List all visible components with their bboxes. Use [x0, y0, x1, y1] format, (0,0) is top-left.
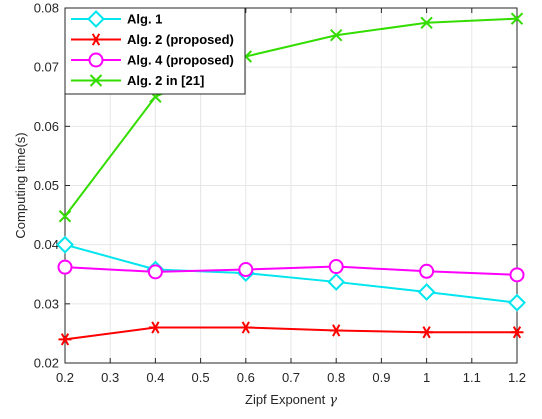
series-3: [57, 259, 525, 283]
marker-x: [420, 16, 433, 29]
marker-asterisk: [148, 321, 162, 334]
legend-entry: Alg. 4 (proposed): [71, 52, 234, 68]
x-tick-label: 1.2: [508, 370, 526, 385]
marker-asterisk: [58, 333, 72, 346]
marker-circle: [509, 267, 525, 283]
x-axis-title-symbol: γ: [329, 393, 337, 408]
legend: Alg. 1 Alg. 2 (proposed) Alg. 4 (proposed)…: [64, 7, 246, 95]
y-tick-label: 0.02: [34, 356, 59, 371]
marker-circle: [238, 262, 254, 278]
x-tick-label: 0.4: [146, 370, 164, 385]
y-tick-label: 0.03: [34, 296, 59, 311]
marker-x: [329, 29, 343, 42]
y-tick-label: 0.08: [34, 1, 59, 16]
marker-diamond: [417, 283, 436, 301]
series-line: [64, 243, 518, 304]
x-tick-label: 0.8: [327, 370, 345, 385]
series-line: [64, 326, 517, 341]
marker-diamond: [87, 10, 105, 28]
x-tick-label: 0.6: [237, 370, 255, 385]
series-line: [64, 265, 518, 276]
legend-label: Alg. 2 (proposed): [127, 32, 234, 47]
marker-diamond: [508, 293, 526, 312]
marker-circle: [57, 259, 73, 275]
marker-x: [510, 12, 524, 25]
x-tick-label: 1.1: [463, 370, 481, 385]
x-tick-label: 1: [423, 370, 430, 385]
marker-diamond: [56, 235, 74, 254]
marker-circle: [328, 259, 344, 275]
legend-entry: Alg. 2 in [21]: [71, 73, 204, 88]
x-tick-label: 0.3: [101, 370, 119, 385]
marker-x: [89, 74, 103, 87]
marker-asterisk: [89, 33, 103, 46]
marker-circle: [147, 264, 163, 280]
x-axis-title: Zipf Exponent γ: [245, 392, 337, 408]
y-tick-label: 0.05: [34, 178, 59, 193]
y-tick-label: 0.04: [34, 237, 59, 252]
legend-entry: Alg. 2 (proposed): [71, 32, 234, 47]
y-tick-label: 0.07: [34, 60, 59, 75]
x-tick-label: 0.7: [282, 370, 300, 385]
x-tick-label: 0.5: [192, 370, 210, 385]
marker-asterisk: [510, 326, 524, 339]
y-axis-title: Computing time(s): [13, 132, 28, 238]
series-group: [56, 12, 526, 346]
legend-entry: Alg. 1: [71, 10, 162, 28]
x-axis-title-text: Zipf Exponent: [245, 392, 326, 407]
marker-circle: [88, 52, 104, 68]
axis-ticks: 0.2 0.3 0.4 0.5 0.6 0.7 0.8 0.9 1 1.1 1.2 0.02 0.03 0…: [34, 1, 526, 386]
series-2: [58, 321, 524, 346]
legend-label: Alg. 1: [127, 12, 162, 27]
marker-x: [58, 210, 72, 223]
series-line: [64, 17, 518, 217]
x-tick-label: 0.2: [56, 370, 74, 385]
marker-diamond: [327, 273, 346, 291]
legend-label: Alg. 2 in [21]: [127, 73, 204, 88]
y-tick-label: 0.06: [34, 119, 59, 134]
legend-label: Alg. 4 (proposed): [127, 53, 234, 68]
marker-asterisk: [239, 321, 253, 334]
marker-circle: [419, 263, 435, 279]
x-tick-label: 0.9: [372, 370, 390, 385]
marker-asterisk: [329, 324, 343, 337]
marker-asterisk: [420, 326, 434, 339]
